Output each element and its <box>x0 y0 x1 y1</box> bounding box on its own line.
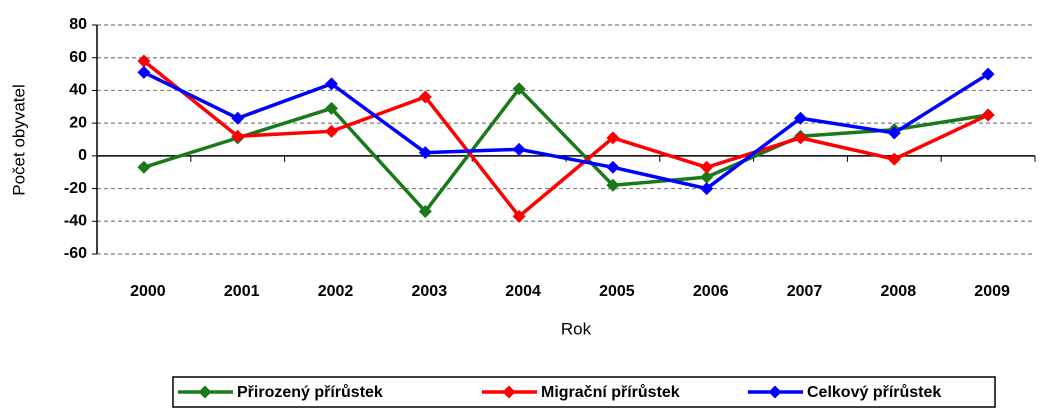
marker <box>231 129 245 143</box>
x-tick-label: 2001 <box>224 283 260 300</box>
marker <box>137 160 151 174</box>
legend-box <box>172 376 996 408</box>
x-tick-label: 2008 <box>881 283 917 300</box>
marker <box>981 67 995 81</box>
x-tick-label: 2007 <box>787 283 823 300</box>
marker <box>606 160 620 174</box>
marker <box>887 126 901 140</box>
y-axis-label: Počet obyvatel <box>9 84 28 196</box>
y-tick-label: 0 <box>78 147 87 164</box>
marker <box>137 65 151 79</box>
y-tick-label: -40 <box>64 213 87 230</box>
marker <box>137 54 151 68</box>
y-tick-label: -20 <box>64 180 87 197</box>
marker <box>700 170 714 184</box>
x-tick-label: 2004 <box>505 283 541 300</box>
marker <box>606 131 620 145</box>
legend-marker <box>198 385 212 399</box>
x-tick-label: 2003 <box>412 283 448 300</box>
x-tick-label: 2002 <box>318 283 354 300</box>
legend-label: Přirozený přírůstek <box>237 384 383 401</box>
legend-label: Celkový přírůstek <box>807 384 941 401</box>
marker <box>418 204 432 218</box>
x-tick-label: 2006 <box>693 283 729 300</box>
y-tick-label: 40 <box>69 82 87 99</box>
marker <box>512 82 526 96</box>
series-line <box>143 86 989 215</box>
x-tick-label: 2000 <box>130 283 166 300</box>
marker <box>325 101 338 115</box>
x-tick-label: 2005 <box>599 283 635 300</box>
marker <box>700 182 714 196</box>
x-tick-label: 2009 <box>974 283 1010 300</box>
y-tick-label: 60 <box>69 49 87 66</box>
marker <box>231 111 245 125</box>
y-tick-label: 80 <box>69 16 87 33</box>
legend-label: Migrační přírůstek <box>541 384 680 401</box>
marker <box>512 209 526 223</box>
marker <box>887 152 901 166</box>
marker <box>325 124 338 138</box>
series-line <box>143 70 990 191</box>
legend-marker <box>768 385 782 399</box>
marker <box>794 111 807 125</box>
marker <box>794 131 807 145</box>
x-axis-label: Rok <box>561 319 592 338</box>
legend-marker <box>502 385 516 399</box>
marker <box>325 77 338 91</box>
marker <box>418 146 432 160</box>
marker <box>418 90 432 104</box>
y-tick-label: -60 <box>64 245 87 262</box>
series-line <box>142 59 989 219</box>
marker <box>606 178 620 192</box>
marker <box>981 108 995 122</box>
marker <box>700 160 714 174</box>
y-tick-label: 20 <box>69 114 87 131</box>
marker <box>512 142 526 156</box>
